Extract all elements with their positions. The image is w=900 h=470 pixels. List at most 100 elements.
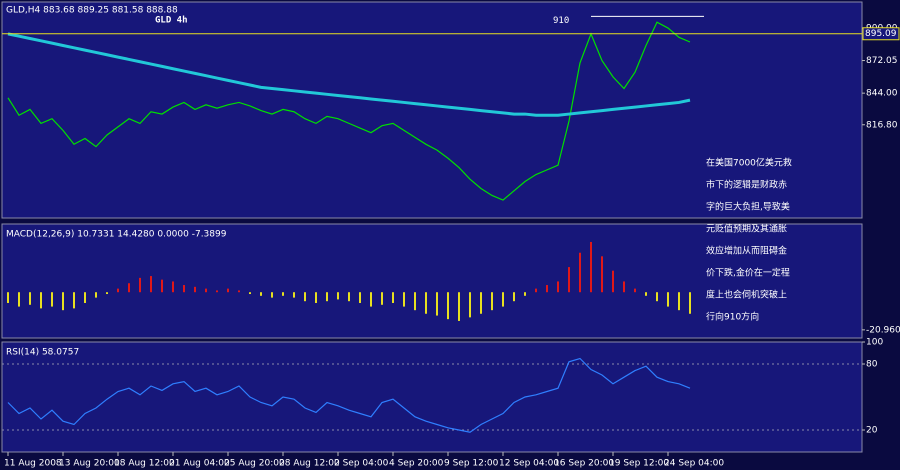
histogram-bar	[502, 292, 504, 307]
x-tick-label: 25 Aug 20:00	[224, 459, 285, 469]
histogram-bar	[480, 292, 482, 314]
chart-subtitle: GLD,H4 883.68 889.25 881.58 888.88	[6, 6, 178, 16]
x-tick-label: 21 Aug 04:00	[169, 459, 230, 469]
x-tick-label: 16 Sep 20:00	[554, 459, 614, 469]
series-line	[7, 21, 691, 201]
histogram-bar	[689, 292, 691, 314]
histogram-bar	[139, 277, 141, 293]
histogram-bar	[381, 292, 383, 305]
x-tick-label: 2 Sep 04:00	[334, 459, 389, 469]
histogram-bar	[205, 288, 207, 293]
panel-title: RSI(14) 58.0757	[6, 348, 79, 358]
histogram-bar	[315, 292, 317, 303]
price-panel	[1, 1, 863, 219]
histogram-bar	[513, 292, 515, 302]
histogram-bar	[425, 292, 427, 314]
annotation-text: 度上也会伺机突破上	[706, 289, 787, 301]
histogram-bar	[161, 279, 163, 293]
histogram-bar	[403, 292, 405, 307]
histogram-bar	[348, 292, 350, 302]
histogram-bar	[612, 270, 614, 293]
y-tick-label: 20	[866, 426, 878, 436]
x-tick-label: 28 Aug 12:00	[279, 459, 340, 469]
target-label: 910	[553, 16, 569, 26]
histogram-bar	[392, 292, 394, 303]
histogram-bar	[667, 292, 669, 307]
panel-title: MACD(12,26,9) 10.7331 14.4280 0.0000 -7.…	[6, 230, 227, 240]
y-tick-label: -20.9608	[866, 325, 900, 335]
histogram-bar	[337, 292, 339, 300]
histogram-bar	[238, 290, 240, 293]
x-tick-label: 24 Sep 04:00	[664, 459, 724, 469]
annotation-text: 字的巨大负担,导致美	[706, 201, 790, 213]
histogram-bar	[601, 256, 603, 293]
histogram-bar	[590, 241, 592, 293]
histogram-bar	[326, 292, 328, 302]
histogram-bar	[117, 288, 119, 293]
histogram-bar	[106, 292, 108, 295]
histogram-bar	[656, 292, 658, 302]
histogram-bar	[359, 292, 361, 303]
histogram-bar	[150, 276, 152, 293]
histogram-bar	[40, 292, 42, 309]
level-box	[862, 27, 900, 41]
annotation-text: 效应增加从而阻碍金	[706, 245, 787, 257]
rsi-panel	[1, 341, 863, 453]
annotation-text: 元贬值预期及其通胀	[706, 223, 787, 235]
histogram-bar	[491, 292, 493, 311]
histogram-bar	[128, 283, 130, 293]
chart-title: GLD 4h	[155, 16, 188, 26]
histogram-bar	[293, 292, 295, 298]
histogram-bar	[623, 281, 625, 293]
level-label: 895.09	[865, 29, 897, 39]
x-tick-label: 11 Aug 2008	[4, 459, 62, 469]
histogram-bar	[260, 292, 262, 296]
histogram-bar	[183, 285, 185, 293]
histogram-bar	[282, 292, 284, 296]
histogram-bar	[51, 292, 53, 307]
y-tick-label: 872.05	[866, 56, 898, 66]
series-line	[7, 32, 691, 117]
histogram-bar	[645, 292, 647, 296]
histogram-bar	[469, 292, 471, 318]
x-tick-label: 18 Aug 12:00	[114, 459, 175, 469]
histogram-bar	[557, 281, 559, 293]
histogram-bar	[370, 292, 372, 307]
x-tick-label: 9 Sep 12:00	[444, 459, 499, 469]
x-tick-label: 13 Aug 20:00	[59, 459, 120, 469]
y-tick-label: 100	[866, 338, 883, 348]
histogram-bar	[678, 292, 680, 311]
histogram-bar	[7, 292, 9, 303]
histogram-bar	[62, 292, 64, 311]
series-line	[7, 357, 691, 433]
y-tick-label: 80	[866, 360, 878, 370]
histogram-bar	[18, 292, 20, 307]
x-tick-label: 12 Sep 04:00	[499, 459, 559, 469]
histogram-bar	[227, 288, 229, 293]
histogram-bar	[216, 290, 218, 293]
histogram-bar	[73, 292, 75, 309]
histogram-bar	[84, 292, 86, 303]
macd-panel	[1, 223, 863, 339]
annotation-text: 行向910方向	[706, 311, 759, 323]
histogram-bar	[535, 288, 537, 293]
histogram-bar	[458, 292, 460, 321]
annotation-text: 市下的逻辑是财政赤	[706, 179, 787, 191]
histogram-bar	[194, 286, 196, 293]
histogram-bar	[414, 292, 416, 311]
histogram-bar	[172, 281, 174, 293]
histogram-bar	[436, 292, 438, 316]
histogram-bar	[568, 267, 570, 293]
histogram-bar	[634, 288, 636, 293]
histogram-bar	[271, 292, 273, 298]
x-tick-label: 4 Sep 20:00	[389, 459, 444, 469]
histogram-bar	[546, 285, 548, 293]
histogram-bar	[304, 292, 306, 302]
histogram-bar	[579, 252, 581, 293]
annotation-text: 价下跌,金价在一定程	[706, 267, 790, 279]
histogram-bar	[29, 292, 31, 305]
y-tick-label: 816.80	[866, 120, 898, 130]
histogram-bar	[524, 292, 526, 296]
histogram-bar	[249, 292, 251, 295]
